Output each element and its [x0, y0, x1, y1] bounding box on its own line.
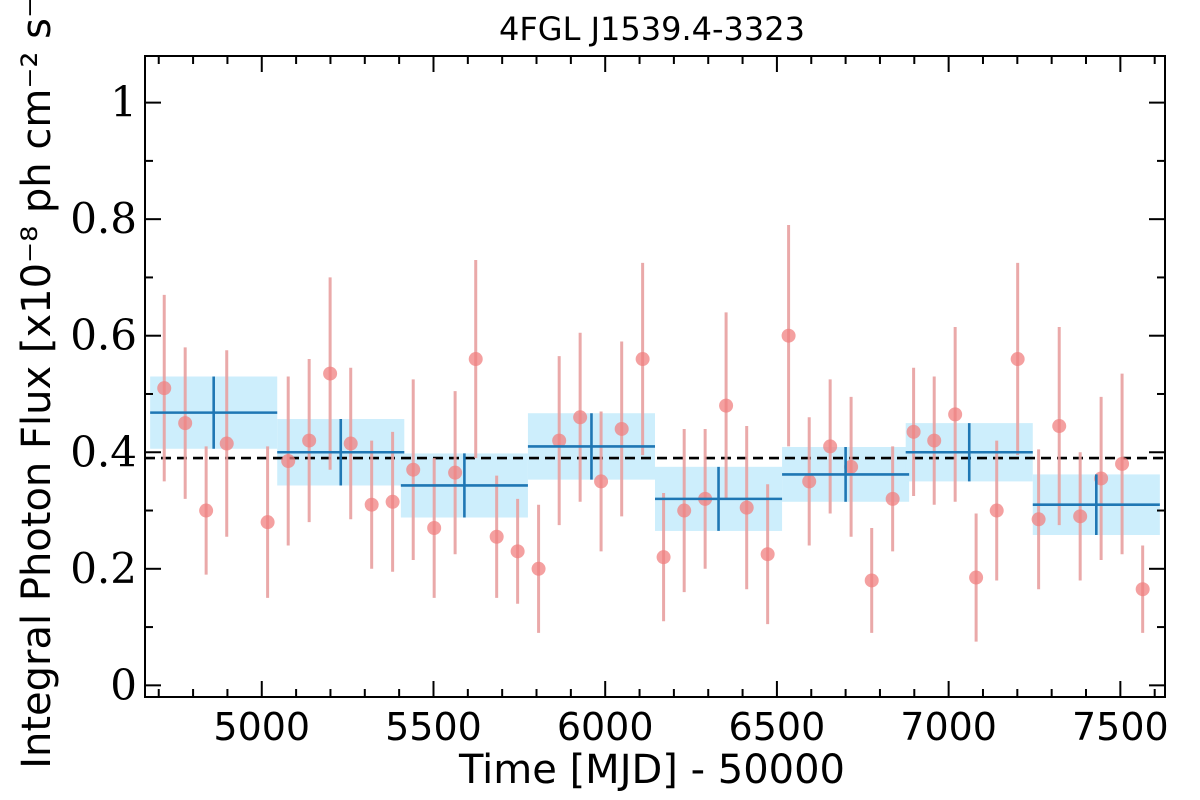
x-tick-label: 5000 — [213, 705, 310, 749]
data-point — [760, 547, 775, 562]
x-tick-label: 7000 — [900, 705, 997, 749]
data-point — [594, 474, 609, 489]
data-point — [781, 328, 796, 343]
data-point — [1115, 456, 1130, 471]
data-point — [1010, 352, 1025, 367]
data-point — [1135, 582, 1150, 597]
data-point — [573, 410, 588, 425]
x-tick-label: 7500 — [1072, 705, 1169, 749]
point-layer — [157, 328, 1150, 597]
data-point — [260, 515, 275, 530]
data-point — [739, 500, 754, 515]
data-point — [489, 529, 504, 544]
y-tick-label: 0 — [110, 660, 137, 709]
x-tick-label: 5500 — [385, 705, 482, 749]
data-point — [281, 453, 296, 468]
data-point — [406, 462, 421, 477]
data-point — [989, 503, 1004, 518]
x-tick-label: 6000 — [557, 705, 654, 749]
y-tick-label: 0.4 — [70, 427, 137, 476]
data-point — [656, 550, 671, 565]
data-point — [885, 491, 900, 506]
chart-title: 4FGL J1539.4-3323 — [499, 10, 805, 48]
plot-area — [144, 55, 1166, 698]
data-point — [823, 439, 838, 454]
tick-layer — [145, 56, 1165, 697]
data-point — [219, 436, 234, 451]
data-point — [427, 521, 442, 536]
data-point — [343, 436, 358, 451]
data-point — [802, 474, 817, 489]
data-point — [948, 407, 963, 422]
data-point — [677, 503, 692, 518]
data-point — [969, 570, 984, 585]
data-point — [552, 433, 567, 448]
data-point — [927, 433, 942, 448]
y-tick-label: 0.8 — [70, 194, 137, 243]
y-axis-label: Integral Photon Flux [x10⁻⁸ ph cm⁻² s⁻¹] — [14, 0, 60, 769]
data-point — [864, 573, 879, 588]
data-point — [364, 497, 379, 512]
data-point — [1031, 512, 1046, 527]
data-point — [323, 366, 338, 381]
data-point — [157, 381, 172, 396]
data-point — [199, 503, 214, 518]
data-point — [178, 416, 193, 431]
data-point — [906, 424, 921, 439]
data-point — [510, 544, 525, 559]
data-point — [531, 561, 546, 576]
data-point — [844, 459, 859, 474]
x-axis-label: Time [MJD] - 50000 — [458, 747, 845, 793]
bin-band-layer — [150, 376, 1160, 536]
y-tick-label: 1 — [110, 78, 137, 127]
data-point — [448, 465, 463, 480]
plot-frame — [144, 55, 1166, 698]
y-tick-labels: 0 0.2 0.4 0.6 0.8 1 — [70, 78, 137, 710]
x-tick-labels: 5000 5500 6000 6500 7000 7500 — [213, 705, 1168, 749]
data-point — [385, 494, 400, 509]
y-tick-label: 0.2 — [70, 544, 137, 593]
data-point — [1052, 419, 1067, 434]
data-point — [1073, 509, 1088, 524]
data-point — [302, 433, 317, 448]
x-tick-label: 6500 — [729, 705, 826, 749]
data-point — [635, 352, 650, 367]
data-point — [614, 421, 629, 436]
y-tick-label: 0.6 — [70, 311, 137, 360]
bin-layer — [150, 376, 1160, 536]
data-point — [719, 398, 734, 413]
data-point — [468, 352, 483, 367]
data-point — [1094, 471, 1109, 486]
